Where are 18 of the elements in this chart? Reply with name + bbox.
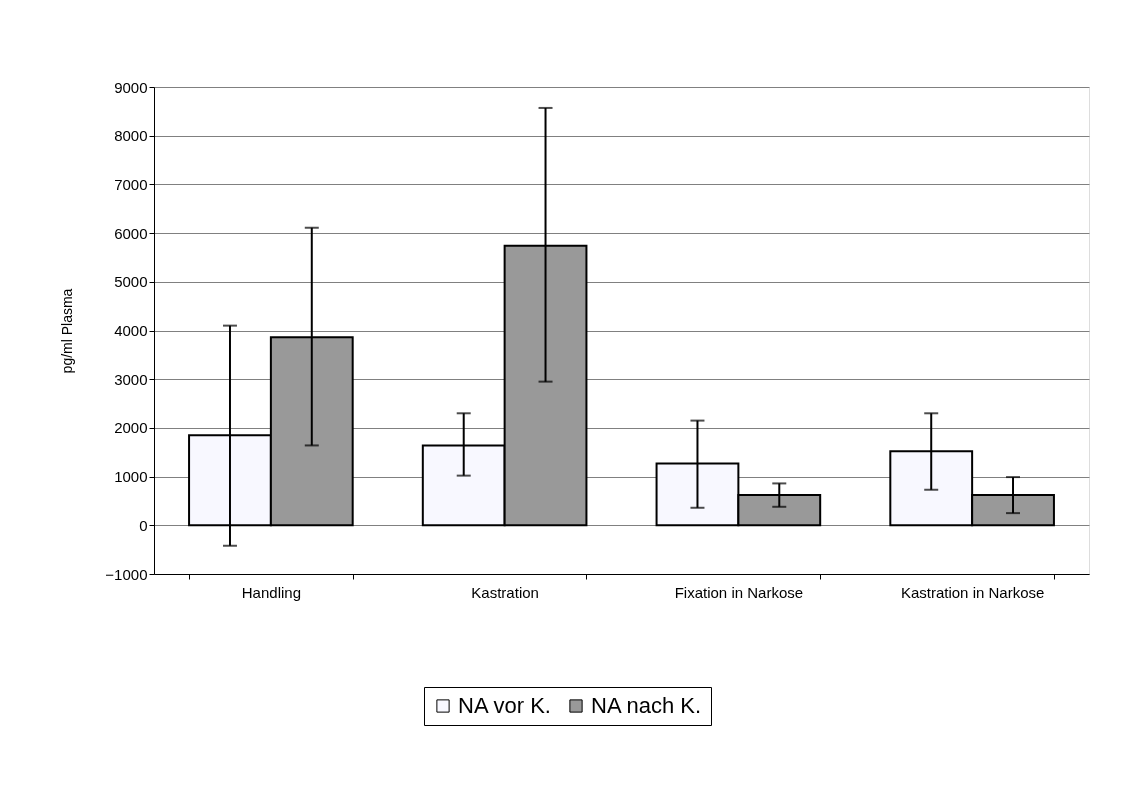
y-tick-label: 8000	[114, 127, 148, 145]
y-tick-label: 6000	[114, 224, 148, 242]
y-tick-label: 7000	[114, 175, 148, 193]
y-tick-label: 3000	[114, 370, 148, 388]
y-tick-label: 1000	[114, 468, 148, 486]
legend-label: NA vor K.	[458, 693, 551, 718]
y-tick-label: −1000	[105, 565, 148, 583]
y-tick-label: 9000	[114, 78, 148, 96]
y-tick-label: 4000	[114, 322, 148, 339]
y-tick-label: 0	[139, 516, 148, 534]
legend-label: NA nach K.	[591, 693, 702, 718]
y-axis-title: pg/ml Plasma	[59, 288, 76, 374]
y-tick-label: 5000	[114, 273, 148, 291]
x-tick-label: Handling	[241, 583, 301, 601]
x-tick-label: Kastration in Narkose	[900, 583, 1045, 601]
x-tick-label: Kastration	[471, 583, 539, 601]
y-tick-label: 2000	[114, 419, 148, 437]
x-tick-label: Fixation in Narkose	[674, 583, 804, 601]
